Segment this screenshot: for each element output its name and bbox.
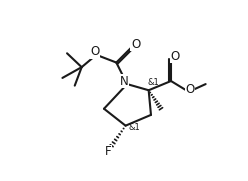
Text: F: F [105,145,111,158]
Text: O: O [90,45,99,58]
Text: O: O [170,50,180,63]
Text: N: N [120,75,128,87]
Text: &1: &1 [129,123,141,132]
Text: O: O [131,37,140,50]
Text: &1: &1 [147,78,159,87]
Text: O: O [186,83,195,96]
